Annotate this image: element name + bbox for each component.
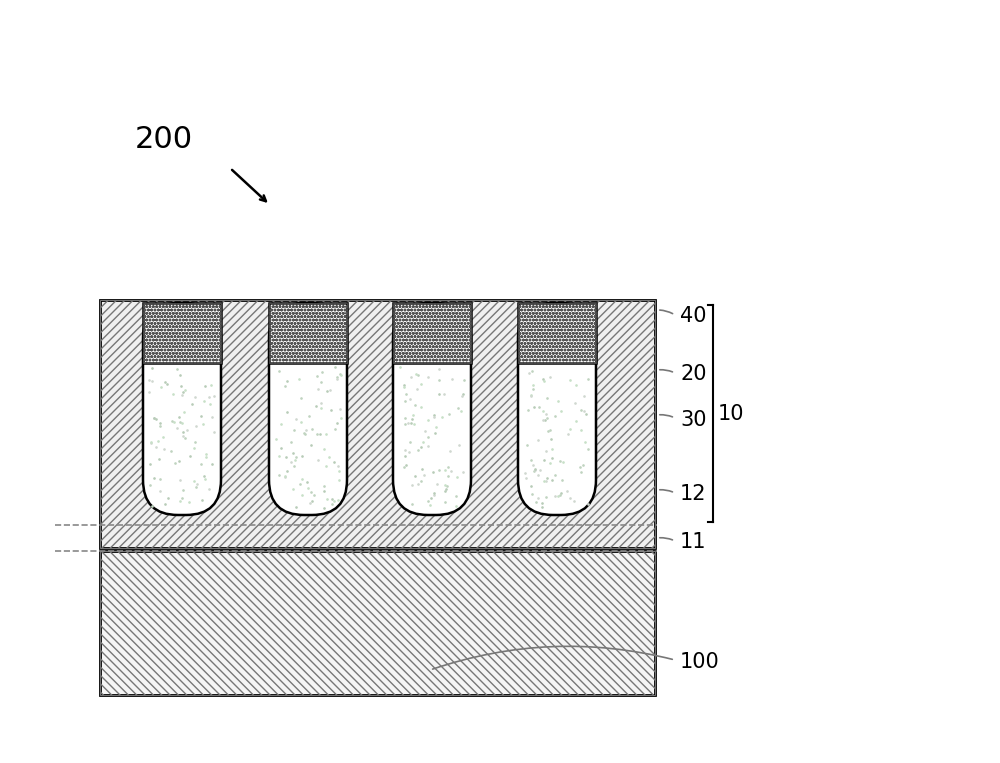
Bar xyxy=(518,303,596,363)
FancyBboxPatch shape xyxy=(518,303,596,515)
Text: 20: 20 xyxy=(680,364,706,384)
Bar xyxy=(143,303,221,363)
Text: 12: 12 xyxy=(680,484,706,504)
Bar xyxy=(269,303,347,363)
Bar xyxy=(518,303,596,363)
Bar xyxy=(100,551,655,695)
FancyBboxPatch shape xyxy=(269,303,347,515)
Bar xyxy=(393,303,471,363)
Bar xyxy=(393,303,471,363)
Text: 30: 30 xyxy=(680,410,706,430)
FancyBboxPatch shape xyxy=(393,303,471,515)
Text: 40: 40 xyxy=(680,306,706,326)
FancyBboxPatch shape xyxy=(143,303,221,515)
Text: 10: 10 xyxy=(718,404,744,423)
Bar xyxy=(143,303,221,363)
Text: 200: 200 xyxy=(135,125,193,154)
Bar xyxy=(100,300,655,548)
Text: 100: 100 xyxy=(680,652,720,672)
Bar xyxy=(100,300,655,548)
Bar xyxy=(100,551,655,695)
Text: 11: 11 xyxy=(680,532,706,552)
Bar xyxy=(269,303,347,363)
